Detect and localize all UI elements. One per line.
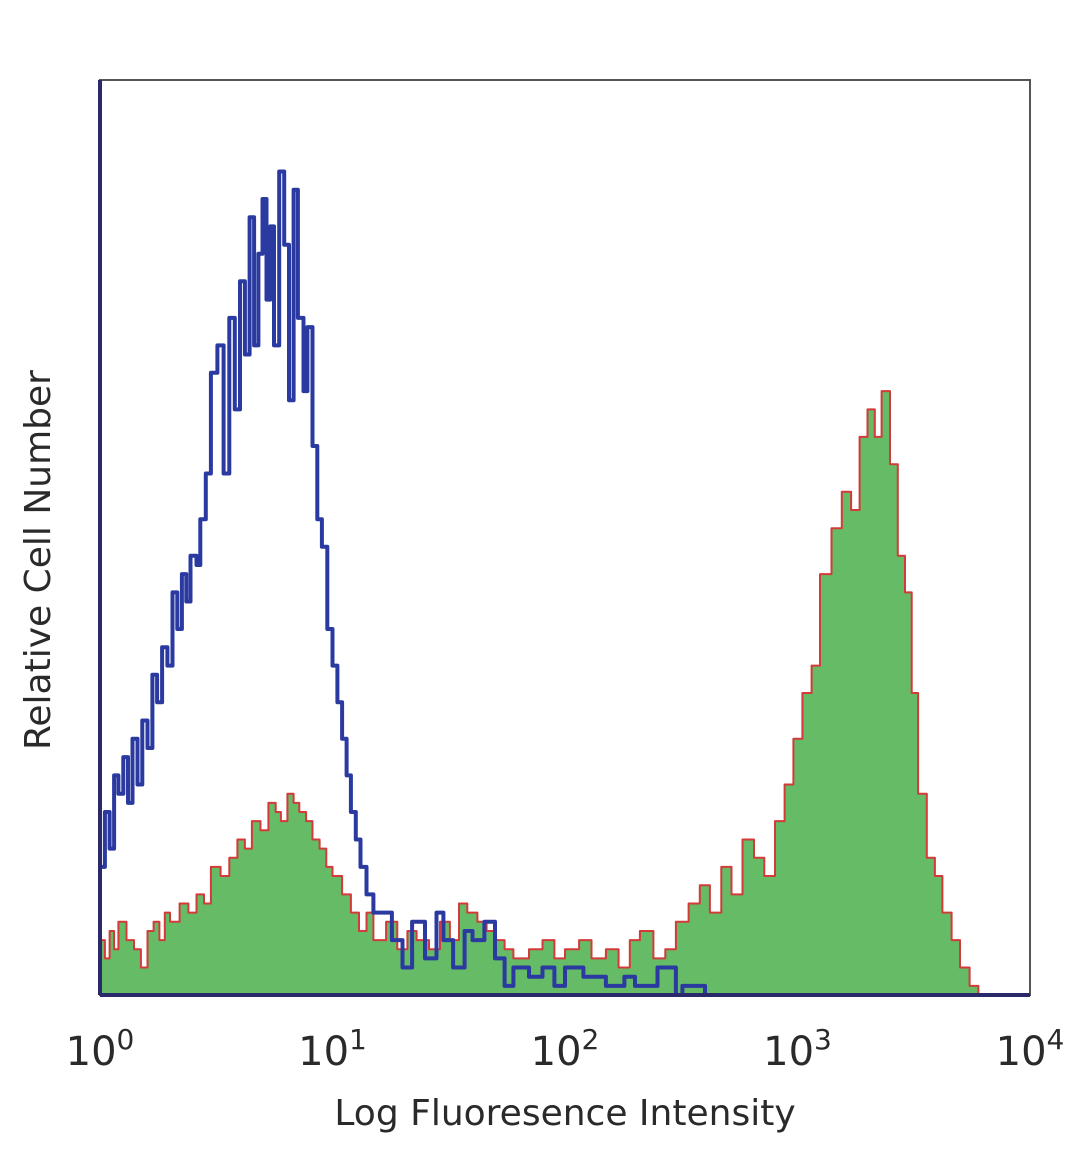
x-tick-label-1: 101 — [298, 1023, 367, 1075]
y-axis-title: Relative Cell Number — [18, 370, 59, 750]
x-tick-label-4: 104 — [996, 1023, 1065, 1075]
x-tick-labels: 100 101 102 103 104 — [66, 1023, 1065, 1075]
x-tick-label-0: 100 — [66, 1023, 135, 1075]
x-tick-label-2: 102 — [531, 1023, 600, 1075]
control-histogram-line — [100, 169, 1030, 997]
x-axis-title: Log Fluoresence Intensity — [334, 1093, 795, 1134]
x-tick-label-3: 103 — [763, 1023, 832, 1075]
series-layer — [100, 169, 1030, 997]
sample-histogram-area — [100, 391, 1030, 996]
sample-histogram-line — [100, 390, 1030, 996]
